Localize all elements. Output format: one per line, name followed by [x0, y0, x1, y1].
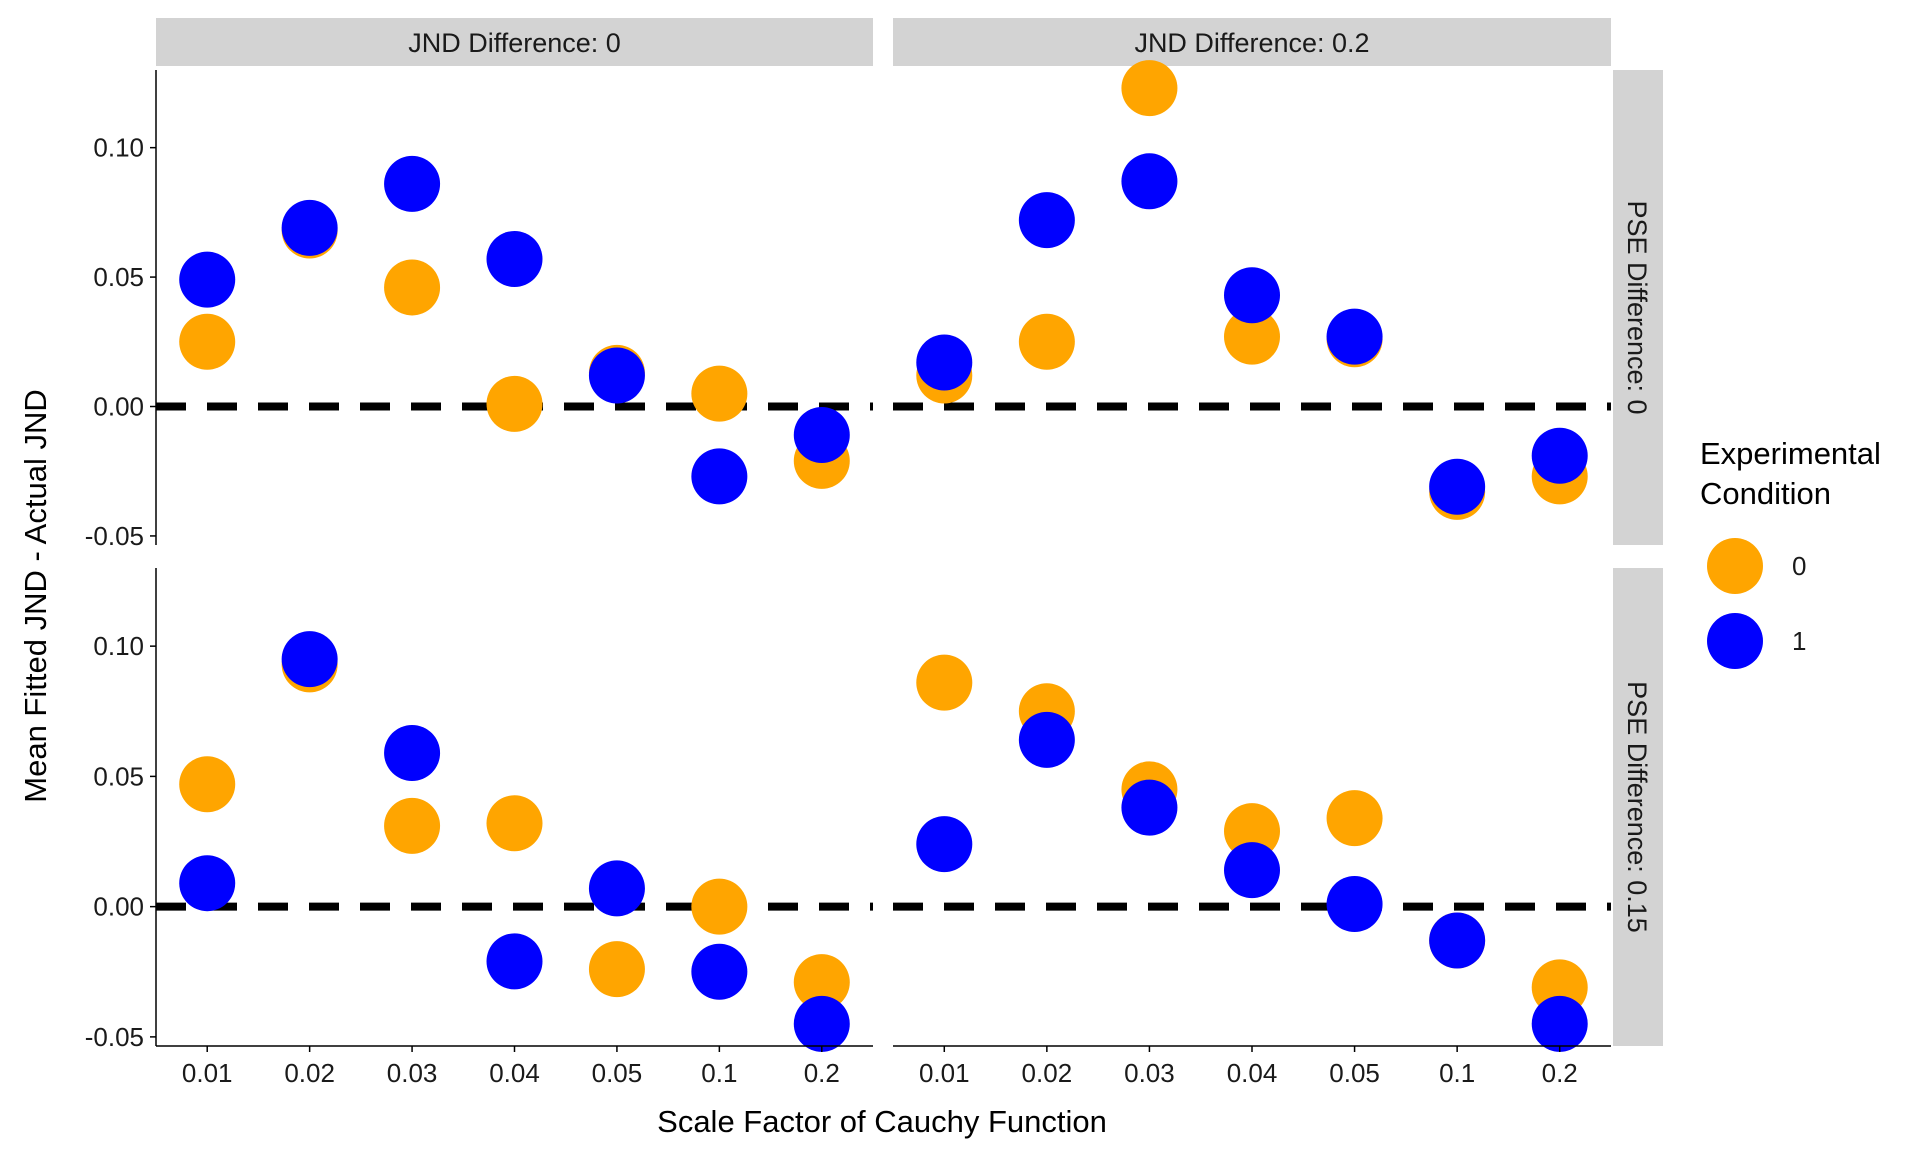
- facet-label-col-0: JND Difference: 0: [408, 28, 621, 58]
- x-axis-title: Scale Factor of Cauchy Function: [657, 1104, 1107, 1139]
- point-condition-0-panel-r1c0-0-01: [179, 756, 236, 813]
- point-condition-0-panel-r0c0-0-1: [691, 365, 748, 422]
- facet-label-row-1: PSE Difference: 0.15: [1622, 681, 1652, 933]
- point-condition-1-panel-r1c0-0-01: [179, 855, 236, 912]
- y-tick-label: -0.05: [85, 1022, 144, 1052]
- x-tick-label: 0.04: [489, 1058, 540, 1088]
- point-condition-1-panel-r1c1-0-02: [1018, 711, 1075, 768]
- point-condition-1-panel-r1c0-0-04: [486, 933, 543, 990]
- facet-strip-col-1: [893, 18, 1611, 66]
- point-condition-0-panel-r0c0-0-03: [384, 259, 441, 316]
- legend-title-line-1: Experimental: [1700, 436, 1881, 471]
- y-tick-label: 0.00: [93, 392, 144, 422]
- point-condition-0-panel-r1c0-0-1: [691, 878, 748, 935]
- point-condition-1-panel-r1c1-0-05: [1326, 876, 1383, 933]
- y-tick-label: 0.05: [93, 761, 144, 791]
- y-tick-label: 0.00: [93, 892, 144, 922]
- y-tick-label: 0.10: [93, 631, 144, 661]
- point-condition-1-panel-r1c0-0-03: [384, 724, 441, 781]
- point-condition-1-panel-r0c0-0-05: [588, 347, 645, 404]
- point-condition-0-panel-r0c1-0-04: [1224, 308, 1280, 365]
- y-tick-label: -0.05: [85, 521, 144, 551]
- x-tick-label: 0.2: [804, 1058, 840, 1088]
- point-condition-1-panel-r1c1-0-01: [916, 816, 973, 873]
- point-condition-0-panel-r1c1-0-01: [916, 654, 973, 711]
- legend-label-1: 1: [1792, 626, 1806, 656]
- point-condition-0-panel-r1c0-0-05: [588, 941, 645, 998]
- point-condition-1-panel-r0c0-0-2: [793, 406, 850, 463]
- x-tick-label: 0.1: [1439, 1058, 1475, 1088]
- point-condition-1-panel-r1c1-0-04: [1224, 842, 1280, 899]
- point-condition-1-panel-r1c0-0-05: [588, 860, 645, 917]
- y-axis-title: Mean Fitted JND - Actual JND: [18, 389, 53, 802]
- point-condition-1-panel-r1c0-0-2: [793, 995, 850, 1052]
- point-condition-1-panel-r0c0-0-02: [281, 199, 338, 256]
- facet-label-row-0: PSE Difference: 0: [1622, 200, 1652, 414]
- point-condition-0-panel-r0c1-0-03: [1121, 60, 1178, 117]
- legend-title-line-2: Condition: [1700, 476, 1831, 511]
- point-condition-0-panel-r0c0-0-01: [179, 313, 236, 370]
- y-tick-label: 0.10: [93, 133, 144, 163]
- point-condition-1-panel-r0c0-0-1: [691, 448, 748, 505]
- point-condition-1-panel-r0c0-0-01: [179, 251, 236, 308]
- facet-strip-col-0: [156, 18, 873, 66]
- point-condition-0-panel-r1c0-0-03: [384, 797, 441, 854]
- point-condition-1-panel-r0c1-0-04: [1224, 267, 1280, 324]
- point-condition-0-panel-r0c0-0-04: [486, 375, 543, 432]
- point-condition-1-panel-r1c1-0-03: [1121, 779, 1178, 836]
- point-condition-1-panel-r1c0-0-1: [691, 943, 748, 1000]
- x-tick-label: 0.1: [701, 1058, 737, 1088]
- point-condition-1-panel-r1c1-0-2: [1531, 995, 1588, 1052]
- point-condition-0-panel-r1c1-0-04: [1224, 803, 1280, 860]
- facet-strip-row-1: [1613, 568, 1663, 1046]
- point-condition-0-panel-r1c0-0-04: [486, 795, 543, 852]
- point-condition-1-panel-r0c0-0-04: [486, 230, 543, 287]
- point-condition-0-panel-r1c1-0-05: [1326, 790, 1383, 847]
- x-tick-label: 0.2: [1542, 1058, 1578, 1088]
- legend: Experimental Condition 0 1: [1700, 436, 1881, 669]
- point-condition-1-panel-r0c1-0-03: [1121, 153, 1178, 210]
- x-tick-label: 0.01: [182, 1058, 233, 1088]
- facet-label-col-1: JND Difference: 0.2: [1134, 28, 1369, 58]
- x-tick-label: 0.03: [1124, 1058, 1175, 1088]
- x-tick-label: 0.02: [1022, 1058, 1073, 1088]
- legend-swatch-1: [1707, 613, 1763, 669]
- x-tick-label: 0.03: [387, 1058, 438, 1088]
- legend-label-0: 0: [1792, 551, 1806, 581]
- facet-strip-row-0: [1613, 70, 1663, 545]
- point-condition-0-panel-r0c1-0-02: [1018, 313, 1075, 370]
- legend-swatch-0: [1707, 538, 1763, 594]
- x-tick-label: 0.05: [592, 1058, 643, 1088]
- point-condition-1-panel-r0c1-0-05: [1326, 308, 1383, 365]
- x-tick-label: 0.02: [284, 1058, 335, 1088]
- point-condition-1-panel-r1c1-0-1: [1429, 912, 1486, 969]
- point-condition-0-panel-r1c0-0-2: [793, 954, 850, 1011]
- point-condition-1-panel-r0c1-0-2: [1531, 427, 1588, 484]
- x-tick-label: 0.01: [919, 1058, 970, 1088]
- x-tick-label: 0.05: [1329, 1058, 1380, 1088]
- point-condition-1-panel-r0c1-0-02: [1018, 192, 1075, 249]
- x-tick-label: 0.04: [1227, 1058, 1278, 1088]
- point-condition-1-panel-r0c1-0-1: [1429, 458, 1486, 515]
- y-tick-label: 0.05: [93, 262, 144, 292]
- point-condition-1-panel-r0c1-0-01: [916, 334, 973, 391]
- point-condition-1-panel-r1c0-0-02: [281, 631, 338, 688]
- point-condition-1-panel-r0c0-0-03: [384, 155, 441, 212]
